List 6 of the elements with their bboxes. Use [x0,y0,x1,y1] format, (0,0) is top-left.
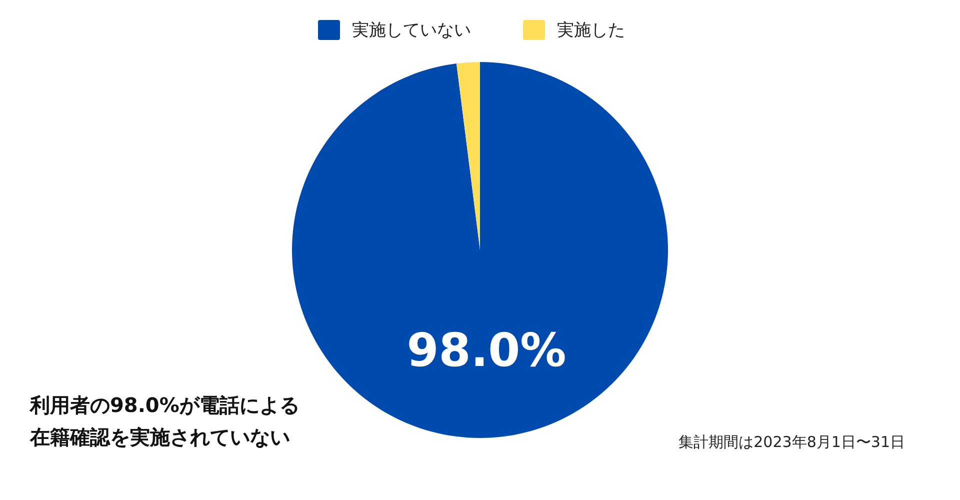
text: 利用者の98.0%が電話による在籍確認を実施されていない [29,393,300,449]
data-label: 98.0% [406,322,566,377]
legend-label: 実施した [557,20,625,41]
text: 集計期間は2023年8月1日〜31日 [678,433,905,451]
legend-label: 実施していない [352,20,471,41]
pie-slice [456,62,480,250]
